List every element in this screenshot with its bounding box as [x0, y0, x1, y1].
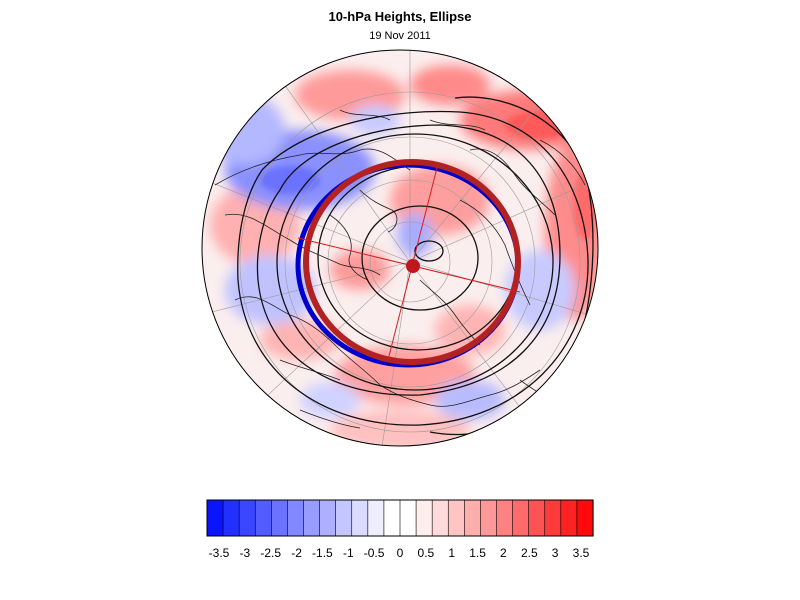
colorbar-swatch	[238, 499, 256, 537]
colorbar-swatch	[287, 499, 305, 537]
colorbar-tick-label: -2	[291, 546, 302, 560]
colorbar-swatch	[335, 499, 353, 537]
colorbar-tick-label: 1	[448, 546, 455, 560]
colorbar-swatch	[576, 499, 594, 537]
colorbar-tick-label: -2.5	[260, 546, 281, 560]
colorbar-tick-label: 2	[500, 546, 507, 560]
colorbar-swatch	[206, 499, 224, 537]
colorbar-swatch	[528, 499, 546, 537]
colorbar-swatch	[544, 499, 562, 537]
colorbar-swatch	[319, 499, 337, 537]
colorbar-tick-label: 3	[552, 546, 559, 560]
ellipse-centroid	[406, 259, 420, 273]
colorbar-swatch	[399, 499, 417, 537]
colorbar-tick-label: -3.5	[209, 546, 230, 560]
colorbar-swatch	[303, 499, 321, 537]
vortex-ellipse	[303, 159, 521, 365]
colorbar-swatch	[480, 499, 498, 537]
colorbar-tick-label: 0.5	[418, 546, 435, 560]
colorbar-swatch	[222, 499, 240, 537]
plot-title: 10-hPa Heights, Ellipse	[328, 9, 472, 24]
colorbar-swatch	[447, 499, 465, 537]
colorbar-swatch	[512, 499, 530, 537]
colorbar-swatch	[560, 499, 578, 537]
colorbar-tick-label: -0.5	[364, 546, 385, 560]
colorbar-swatch	[351, 499, 369, 537]
colorbar-swatch	[367, 499, 385, 537]
colorbar-swatch	[254, 499, 272, 537]
map-boundary	[201, 49, 599, 447]
polar-map	[201, 49, 599, 447]
colorbar-tick-label: 0	[397, 546, 404, 560]
colorbar-swatch	[415, 499, 433, 537]
colorbar-swatch	[271, 499, 289, 537]
colorbar-tick-label: 1.5	[469, 546, 486, 560]
colorbar-tick-label: -1	[343, 546, 354, 560]
colorbar-swatch	[464, 499, 482, 537]
plot-subtitle: 19 Nov 2011	[369, 30, 431, 42]
colorbar-tick-label: 2.5	[521, 546, 538, 560]
colorbar-swatch	[431, 499, 449, 537]
colorbar-swatch	[383, 499, 401, 537]
colorbar-tick-label: -1.5	[312, 546, 333, 560]
colorbar-swatch	[496, 499, 514, 537]
colorbar-tick-label: 3.5	[573, 546, 590, 560]
anomaly-shading	[202, 50, 598, 446]
colorbar-tick-label: -3	[240, 546, 251, 560]
